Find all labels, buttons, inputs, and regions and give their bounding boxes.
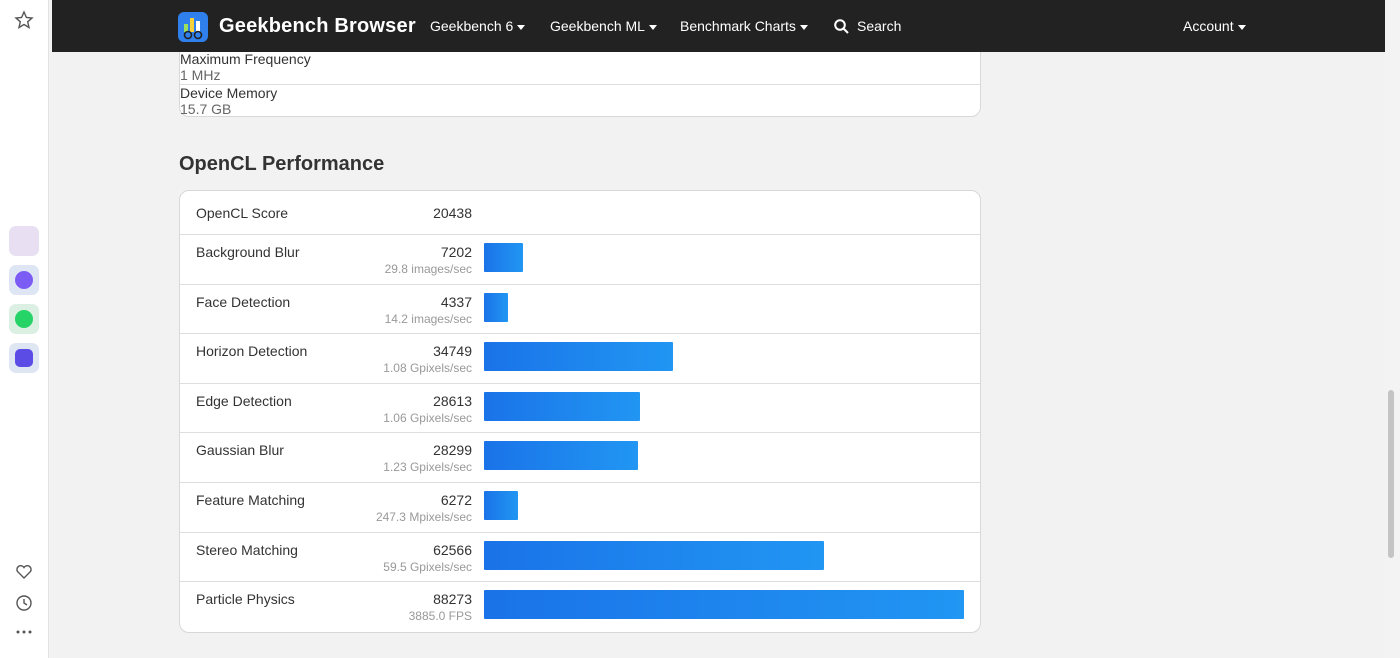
whatsapp-icon[interactable] bbox=[9, 304, 39, 334]
brand[interactable]: Geekbench Browser bbox=[219, 15, 416, 37]
workload-name: Gaussian Blur bbox=[196, 442, 284, 459]
workload-name: Particle Physics bbox=[196, 591, 295, 608]
score-bar bbox=[484, 540, 825, 570]
nav-menu[interactable]: Benchmark Charts bbox=[680, 18, 808, 34]
heart-icon[interactable] bbox=[15, 563, 33, 581]
info-label: Maximum Frequency bbox=[180, 51, 311, 67]
search-link[interactable]: Search bbox=[857, 18, 902, 34]
workload-throughput: 59.5 Gpixels/sec bbox=[383, 559, 472, 574]
workload-name: Background Blur bbox=[196, 244, 300, 260]
workload-row: Face Detection 4337 14.2 images/sec bbox=[180, 283, 980, 335]
page: Maximum Frequency 1 MHz Device Memory 15.7 … bbox=[52, 0, 1385, 658]
score-bar bbox=[484, 243, 524, 272]
info-value: 15.7 GB bbox=[180, 101, 232, 117]
info-row: Device Memory 15.7 GB bbox=[180, 84, 980, 118]
workload-name: Edge Detection bbox=[196, 392, 292, 409]
workload-score: 28299 bbox=[433, 442, 472, 459]
workload-throughput: 3885.0 FPS bbox=[408, 609, 472, 624]
workload-throughput: 14.2 images/sec bbox=[384, 311, 472, 326]
workload-throughput: 1.23 Gpixels/sec bbox=[383, 460, 472, 475]
workload-row: Horizon Detection 34749 1.08 Gpixels/sec bbox=[180, 333, 980, 384]
info-label: Device Memory bbox=[180, 85, 278, 101]
workload-name: Stereo Matching bbox=[196, 541, 298, 558]
history-icon[interactable] bbox=[15, 594, 33, 612]
workload-throughput: 247.3 Mpixels/sec bbox=[375, 510, 472, 524]
section-heading: OpenCL Performance bbox=[179, 153, 385, 175]
workload-name: Face Detection bbox=[196, 293, 291, 310]
score-bar bbox=[484, 391, 640, 421]
score-bar bbox=[484, 342, 673, 372]
workload-throughput: 29.8 images/sec bbox=[384, 262, 472, 276]
score-bar bbox=[484, 491, 519, 520]
nav-menu-label: Geekbench 6 bbox=[430, 18, 514, 34]
more-icon[interactable] bbox=[15, 626, 33, 638]
favorites-icon[interactable] bbox=[14, 10, 34, 30]
workload-name: Feature Matching bbox=[196, 492, 305, 508]
messenger-icon[interactable] bbox=[9, 265, 39, 295]
nav-menu[interactable]: Geekbench 6 bbox=[430, 18, 526, 34]
navbar: Geekbench Browser Geekbench 6 Geekbench M… bbox=[52, 0, 1385, 52]
workload-score: 28613 bbox=[433, 392, 472, 409]
score-value: 20438 bbox=[433, 205, 472, 221]
account-label: Account bbox=[1183, 18, 1234, 34]
opencl-card: OpenCL Score 20438 Background Blur 7202 29… bbox=[179, 190, 981, 633]
score-bar bbox=[484, 292, 508, 322]
account-menu[interactable]: Account bbox=[1183, 18, 1246, 34]
browser-sidebar bbox=[0, 0, 49, 658]
workload-row: Feature Matching 6272 247.3 Mpixels/sec bbox=[180, 482, 980, 533]
scrollbar[interactable] bbox=[1388, 390, 1394, 558]
search-icon[interactable] bbox=[834, 19, 849, 34]
nav-menu-label: Benchmark Charts bbox=[680, 18, 796, 34]
nav-menu-label: Geekbench ML bbox=[550, 18, 645, 34]
app-icon[interactable] bbox=[9, 226, 39, 256]
workload-score: 88273 bbox=[433, 591, 472, 608]
workload-score: 34749 bbox=[433, 343, 472, 360]
workload-throughput: 1.06 Gpixels/sec bbox=[383, 410, 472, 425]
info-value: 1 MHz bbox=[180, 67, 221, 83]
workload-score: 7202 bbox=[440, 244, 472, 260]
score-bar bbox=[484, 441, 638, 471]
workload-throughput: 1.08 Gpixels/sec bbox=[383, 361, 472, 376]
music-icon[interactable] bbox=[9, 343, 39, 373]
score-label: OpenCL Score bbox=[196, 205, 289, 221]
workload-name: Horizon Detection bbox=[196, 343, 308, 360]
workload-row: Gaussian Blur 28299 1.23 Gpixels/sec bbox=[180, 432, 980, 483]
workload-row: Background Blur 7202 29.8 images/sec bbox=[180, 234, 980, 285]
workload-row: Particle Physics 88273 3885.0 FPS bbox=[180, 581, 980, 632]
workload-row: Edge Detection 28613 1.06 Gpixels/sec bbox=[180, 382, 980, 434]
score-bar bbox=[484, 590, 964, 620]
workload-score: 4337 bbox=[440, 293, 472, 310]
logo[interactable] bbox=[178, 12, 208, 42]
nav-menu[interactable]: Geekbench ML bbox=[550, 18, 657, 34]
workload-score: 62566 bbox=[433, 541, 472, 558]
info-row: Maximum Frequency 1 MHz bbox=[180, 51, 980, 84]
workload-row: Stereo Matching 62566 59.5 Gpixels/sec bbox=[180, 531, 980, 583]
workload-score: 6272 bbox=[440, 492, 472, 508]
